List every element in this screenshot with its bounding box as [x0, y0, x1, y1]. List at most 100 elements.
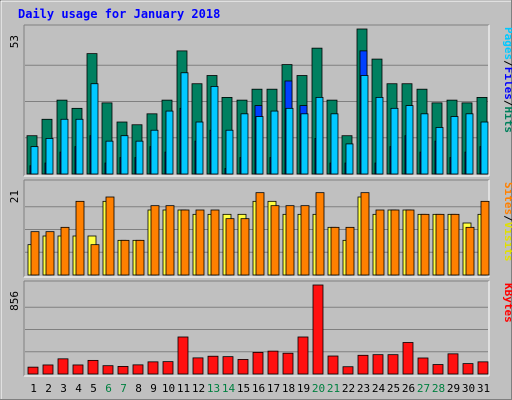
- day-label: 4: [75, 382, 82, 395]
- bar-pages-day-3: [60, 118, 69, 175]
- bar-pages-day-10: [165, 110, 174, 175]
- series-legend: KBytes: [502, 283, 512, 323]
- bar-sites-day-25: [390, 209, 400, 276]
- bar-pages-day-27: [420, 113, 429, 175]
- bar-kbytes-day-30: [462, 363, 474, 375]
- bar-kbytes-day-19: [297, 336, 309, 375]
- bar-sites-day-16: [255, 192, 265, 276]
- legend-separator: /: [502, 60, 512, 67]
- bar-kbytes-day-18: [282, 352, 294, 375]
- bar-pages-day-30: [465, 113, 474, 175]
- day-label: 18: [282, 382, 295, 395]
- bar-sites-day-6: [105, 196, 115, 276]
- bar-kbytes-day-21: [327, 355, 339, 375]
- bar-sites-day-21: [330, 226, 340, 276]
- bar-pages-day-23: [360, 75, 369, 175]
- bar-kbytes-day-25: [387, 354, 399, 375]
- bar-sites-day-1: [30, 231, 40, 276]
- bar-sites-day-9: [150, 205, 160, 276]
- bar-pages-day-28: [435, 127, 444, 175]
- kbytes-panel: 856 KBytes: [8, 280, 512, 377]
- day-label: 1: [30, 382, 37, 395]
- day-label: 14: [222, 382, 236, 395]
- bar-kbytes-day-7: [117, 366, 129, 375]
- bar-sites-day-7: [120, 239, 130, 276]
- bar-kbytes-day-6: [102, 365, 114, 375]
- bar-pages-day-5: [90, 83, 99, 175]
- bar-pages-day-4: [75, 118, 84, 175]
- day-label: 11: [177, 382, 190, 395]
- day-label: 26: [402, 382, 415, 395]
- bar-sites-day-27: [420, 213, 430, 276]
- day-label: 27: [417, 382, 430, 395]
- bar-sites-day-11: [180, 209, 190, 276]
- bar-pages-day-6: [105, 140, 114, 175]
- series-sites: [30, 192, 490, 276]
- scale-max-label: 21: [8, 190, 21, 203]
- bar-sites-day-22: [345, 226, 355, 276]
- day-label: 15: [237, 382, 250, 395]
- bar-pages-day-7: [120, 135, 129, 175]
- bar-kbytes-day-28: [432, 364, 444, 375]
- legend-separator: /: [502, 215, 512, 222]
- day-label: 29: [447, 382, 460, 395]
- day-label: 10: [162, 382, 175, 395]
- chart-title: Daily usage for January 2018: [18, 7, 220, 21]
- bar-pages-day-16: [255, 116, 264, 175]
- bar-pages-day-2: [45, 138, 54, 175]
- bar-sites-day-29: [450, 213, 460, 276]
- bar-pages-day-11: [180, 72, 189, 175]
- bar-kbytes-day-2: [42, 364, 54, 375]
- bar-kbytes-day-31: [477, 361, 489, 375]
- bar-pages-day-29: [450, 116, 459, 175]
- bar-pages-day-21: [330, 113, 339, 175]
- series-legend: Pages/Files/Hits: [502, 27, 512, 133]
- bar-kbytes-day-27: [417, 357, 429, 375]
- bar-kbytes-day-8: [132, 364, 144, 375]
- bar-pages-day-26: [405, 105, 414, 175]
- legend-entry: Visits: [502, 222, 512, 262]
- bar-pages-day-8: [135, 140, 144, 175]
- bar-kbytes-day-4: [72, 364, 84, 375]
- bar-pages-day-14: [225, 129, 234, 175]
- day-label: 8: [135, 382, 142, 395]
- day-label: 3: [60, 382, 67, 395]
- bar-sites-day-10: [165, 205, 175, 276]
- legend-entry: Hits: [502, 107, 512, 134]
- chart-panels: 53Pages/Files/Hits21Sites/Visits856KByte…: [8, 24, 512, 377]
- bar-sites-day-19: [300, 205, 310, 276]
- bar-sites-day-2: [45, 231, 55, 276]
- bar-pages-day-18: [285, 107, 294, 175]
- day-label: 24: [372, 382, 386, 395]
- day-label: 6: [105, 382, 112, 395]
- series-legend: Sites/Visits: [502, 182, 512, 262]
- bar-pages-day-17: [270, 110, 279, 175]
- bar-sites-day-30: [465, 226, 475, 276]
- bar-sites-day-24: [375, 209, 385, 276]
- bar-kbytes-day-24: [372, 354, 384, 375]
- bar-sites-day-20: [315, 192, 325, 276]
- visits-panel: 21 Sites/Visits: [8, 179, 512, 278]
- bar-kbytes-day-23: [357, 354, 369, 375]
- bar-kbytes-day-15: [237, 359, 249, 375]
- bar-sites-day-17: [270, 205, 280, 276]
- bar-sites-day-28: [435, 213, 445, 276]
- day-label: 23: [357, 382, 370, 395]
- day-label: 17: [267, 382, 280, 395]
- day-label: 31: [477, 382, 490, 395]
- bar-pages-day-22: [345, 143, 354, 175]
- bar-kbytes-day-22: [342, 366, 354, 375]
- scale-max-label: 856: [8, 291, 21, 311]
- legend-entry: Pages: [502, 27, 512, 60]
- bar-pages-day-9: [150, 129, 159, 175]
- bar-sites-day-23: [360, 192, 370, 276]
- bar-kbytes-day-3: [57, 358, 69, 375]
- day-label: 2: [45, 382, 52, 395]
- day-label: 13: [207, 382, 220, 395]
- bar-pages-day-12: [195, 121, 204, 175]
- bar-kbytes-day-17: [267, 350, 279, 375]
- bar-pages-day-1: [30, 146, 39, 175]
- bar-kbytes-day-10: [162, 361, 174, 375]
- bar-pages-day-31: [480, 121, 489, 175]
